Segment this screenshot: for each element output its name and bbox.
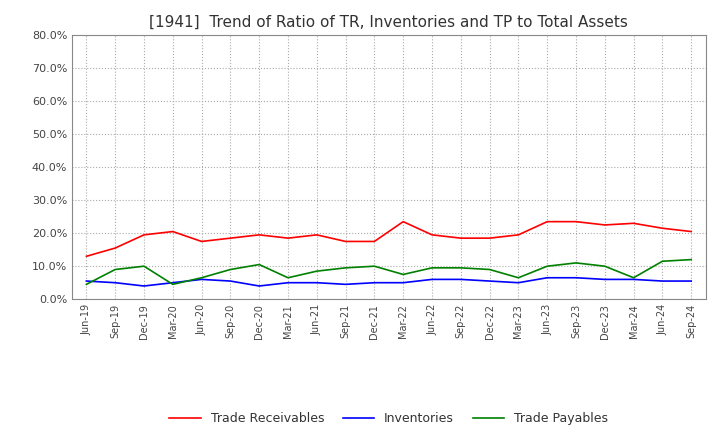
Trade Payables (82, 282, 91, 287)
Line: Trade Receivables: Trade Receivables (86, 222, 691, 256)
Trade Payables (255, 262, 264, 267)
Trade Receivables (629, 221, 638, 226)
Trade Receivables (111, 246, 120, 251)
Trade Payables (399, 272, 408, 277)
Trade Receivables (600, 222, 609, 227)
Trade Payables (514, 275, 523, 280)
Title: [1941]  Trend of Ratio of TR, Inventories and TP to Total Assets: [1941] Trend of Ratio of TR, Inventories… (149, 15, 629, 30)
Trade Payables (197, 275, 206, 280)
Trade Payables (572, 260, 580, 266)
Inventories (82, 279, 91, 284)
Trade Payables (370, 264, 379, 269)
Trade Payables (140, 264, 148, 269)
Inventories (226, 279, 235, 284)
Inventories (687, 279, 696, 284)
Trade Receivables (82, 253, 91, 259)
Inventories (543, 275, 552, 280)
Trade Receivables (312, 232, 321, 238)
Inventories (572, 275, 580, 280)
Trade Payables (428, 265, 436, 271)
Trade Receivables (514, 232, 523, 238)
Inventories (370, 280, 379, 286)
Trade Receivables (485, 235, 494, 241)
Trade Payables (658, 259, 667, 264)
Trade Receivables (543, 219, 552, 224)
Inventories (341, 282, 350, 287)
Trade Payables (111, 267, 120, 272)
Trade Payables (312, 268, 321, 274)
Trade Receivables (341, 239, 350, 244)
Inventories (168, 280, 177, 286)
Trade Payables (600, 264, 609, 269)
Inventories (485, 279, 494, 284)
Trade Receivables (255, 232, 264, 238)
Trade Payables (226, 267, 235, 272)
Inventories (399, 280, 408, 286)
Trade Payables (168, 282, 177, 287)
Trade Payables (629, 275, 638, 280)
Trade Receivables (399, 219, 408, 224)
Inventories (284, 280, 292, 286)
Inventories (629, 277, 638, 282)
Trade Receivables (284, 235, 292, 241)
Inventories (456, 277, 465, 282)
Trade Receivables (370, 239, 379, 244)
Trade Receivables (572, 219, 580, 224)
Legend: Trade Receivables, Inventories, Trade Payables: Trade Receivables, Inventories, Trade Pa… (164, 407, 613, 430)
Inventories (197, 277, 206, 282)
Inventories (255, 283, 264, 289)
Trade Payables (687, 257, 696, 262)
Trade Payables (543, 264, 552, 269)
Trade Payables (485, 267, 494, 272)
Inventories (111, 280, 120, 286)
Inventories (514, 280, 523, 286)
Inventories (658, 279, 667, 284)
Trade Receivables (428, 232, 436, 238)
Trade Receivables (140, 232, 148, 238)
Trade Payables (341, 265, 350, 271)
Trade Receivables (687, 229, 696, 234)
Inventories (312, 280, 321, 286)
Line: Trade Payables: Trade Payables (86, 260, 691, 284)
Inventories (140, 283, 148, 289)
Trade Receivables (456, 235, 465, 241)
Line: Inventories: Inventories (86, 278, 691, 286)
Trade Payables (284, 275, 292, 280)
Trade Receivables (168, 229, 177, 234)
Trade Receivables (226, 235, 235, 241)
Trade Receivables (197, 239, 206, 244)
Inventories (600, 277, 609, 282)
Trade Payables (456, 265, 465, 271)
Inventories (428, 277, 436, 282)
Trade Receivables (658, 226, 667, 231)
